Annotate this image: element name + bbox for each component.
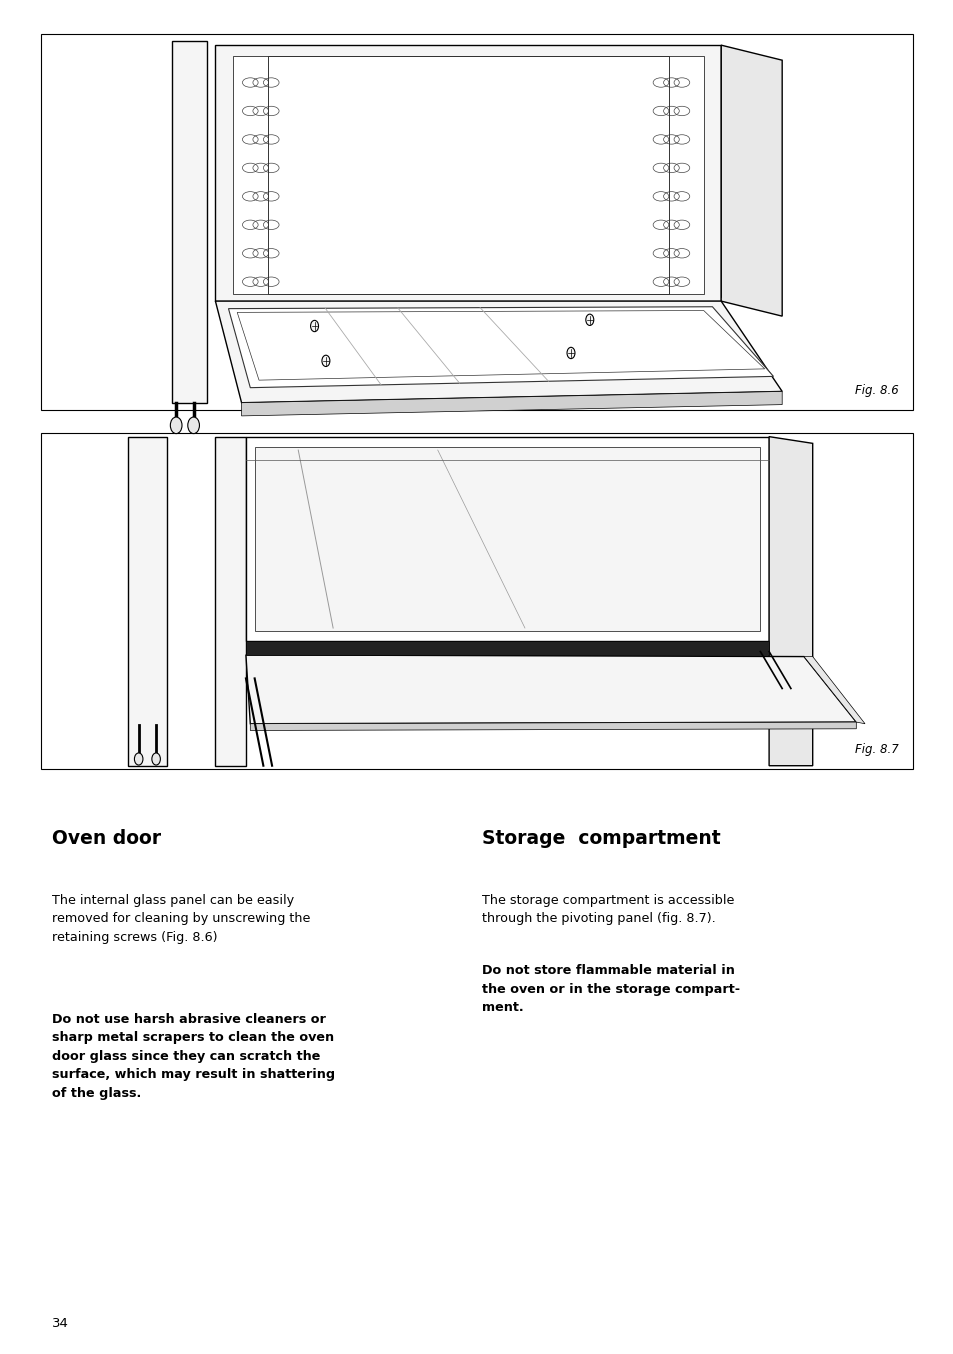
Bar — [41, 433, 912, 769]
Polygon shape — [720, 45, 781, 317]
Polygon shape — [233, 57, 703, 294]
Text: Do not use harsh abrasive cleaners or
sharp metal scrapers to clean the oven
doo: Do not use harsh abrasive cleaners or sh… — [52, 1013, 335, 1099]
Polygon shape — [246, 436, 768, 642]
Polygon shape — [768, 436, 812, 766]
Bar — [41, 34, 912, 410]
Circle shape — [585, 314, 593, 325]
Polygon shape — [246, 655, 856, 724]
Circle shape — [152, 753, 160, 765]
Circle shape — [188, 417, 199, 433]
Polygon shape — [254, 447, 760, 631]
Polygon shape — [172, 42, 207, 402]
Polygon shape — [229, 307, 773, 387]
Polygon shape — [215, 301, 781, 402]
Circle shape — [171, 417, 182, 433]
Polygon shape — [250, 722, 856, 730]
Text: Fig. 8.7: Fig. 8.7 — [854, 742, 898, 756]
Circle shape — [321, 355, 330, 367]
Text: Storage  compartment: Storage compartment — [481, 829, 720, 848]
Polygon shape — [241, 391, 781, 416]
Polygon shape — [128, 436, 168, 766]
Polygon shape — [215, 45, 720, 301]
Circle shape — [134, 753, 143, 765]
Circle shape — [566, 348, 575, 359]
Text: The internal glass panel can be easily
removed for cleaning by unscrewing the
re: The internal glass panel can be easily r… — [52, 894, 311, 944]
Polygon shape — [803, 657, 864, 724]
Polygon shape — [215, 436, 246, 766]
Text: Do not store flammable material in
the oven or in the storage compart-
ment.: Do not store flammable material in the o… — [481, 964, 740, 1014]
Text: The storage compartment is accessible
through the pivoting panel (fig. 8.7).: The storage compartment is accessible th… — [481, 894, 734, 925]
Circle shape — [311, 321, 318, 332]
Text: 34: 34 — [52, 1316, 70, 1330]
Text: Fig. 8.6: Fig. 8.6 — [854, 383, 898, 397]
Text: Oven door: Oven door — [52, 829, 161, 848]
Polygon shape — [246, 642, 768, 655]
